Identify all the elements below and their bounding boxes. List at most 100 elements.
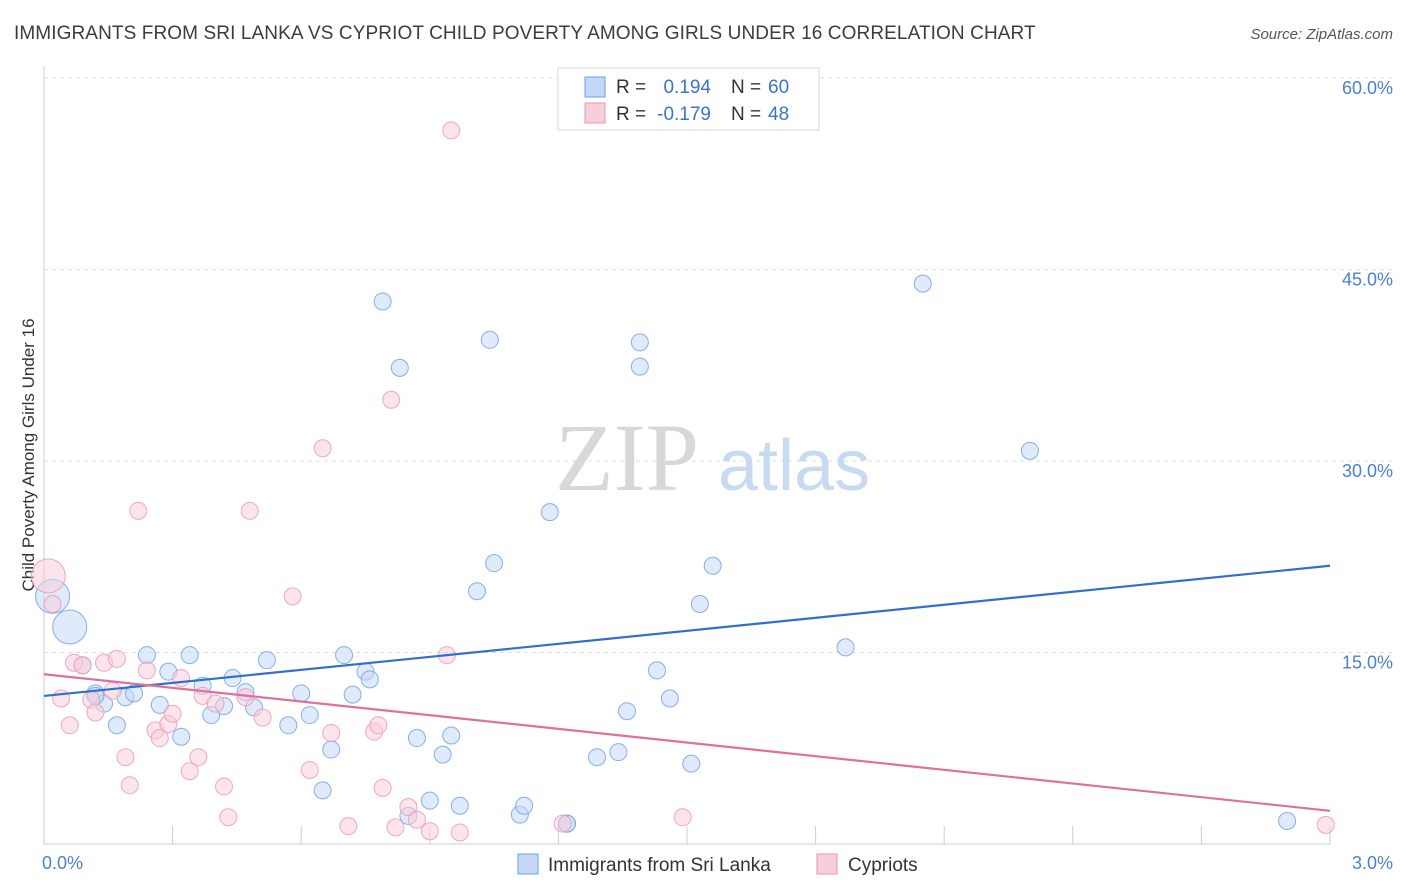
point-cypriots — [382, 390, 401, 409]
point-sri-lanka — [420, 791, 439, 810]
point-cypriots — [189, 748, 208, 767]
point-cypriots — [673, 808, 692, 827]
point-sri-lanka — [836, 638, 855, 657]
point-cypriots — [339, 817, 358, 836]
point-sri-lanka — [390, 358, 409, 377]
point-cypriots — [60, 716, 79, 735]
watermark-atlas: atlas — [718, 426, 870, 506]
point-sri-lanka — [450, 796, 469, 815]
point-sri-lanka — [373, 292, 392, 311]
point-cypriots — [313, 439, 332, 458]
point-sri-lanka — [300, 706, 319, 725]
point-sri-lanka — [292, 684, 311, 703]
point-cypriots — [300, 760, 319, 779]
bottom-swatch-cypriots — [816, 853, 838, 875]
point-sri-lanka — [913, 274, 932, 293]
chart-title: IMMIGRANTS FROM SRI LANKA VS CYPRIOT CHI… — [14, 23, 1036, 44]
point-cypriots — [240, 501, 259, 520]
point-cypriots — [120, 776, 139, 795]
legend-n-label-1: N = — [731, 77, 761, 98]
legend-n-value-2: 48 — [768, 104, 789, 125]
point-sri-lanka — [150, 695, 169, 714]
watermark-zip: ZIP — [555, 404, 699, 511]
point-sri-lanka — [407, 729, 426, 748]
point-sri-lanka — [617, 702, 636, 721]
point-sri-lanka — [1278, 812, 1297, 831]
point-cypriots — [86, 703, 105, 722]
point-cypriots — [386, 818, 405, 837]
point-cypriots — [399, 797, 418, 816]
point-cypriots — [1316, 815, 1335, 834]
trend-line-sri-lanka — [43, 564, 1331, 698]
legend-r-label-1: R = — [616, 77, 646, 98]
trend-line-cypriots — [43, 673, 1331, 812]
point-sri-lanka — [690, 595, 709, 614]
point-sri-lanka — [703, 556, 722, 575]
point-sri-lanka — [257, 651, 276, 670]
stats-legend: R = 0.194 N = 60 R = -0.179 N = 48 — [557, 67, 820, 131]
legend-r-value-2: -0.179 — [657, 104, 711, 125]
point-sri-lanka — [587, 748, 606, 767]
y-axis-label: Child Poverty Among Girls Under 16 — [19, 318, 38, 591]
bottom-swatch-sri-lanka — [517, 853, 539, 875]
point-sri-lanka — [322, 740, 341, 759]
x-tick-label: 0.0% — [42, 853, 83, 873]
legend-swatch-sri-lanka — [584, 76, 606, 98]
watermark: ZIP atlas — [555, 404, 870, 511]
point-sri-lanka — [172, 727, 191, 746]
point-sri-lanka — [107, 716, 126, 735]
point-cypriots — [219, 808, 238, 827]
bottom-legend-sri-lanka: Immigrants from Sri Lanka — [548, 855, 771, 876]
point-sri-lanka — [630, 333, 649, 352]
point-cypriots — [407, 810, 426, 829]
point-cypriots — [116, 748, 135, 767]
data-points — [30, 121, 1335, 842]
point-sri-lanka — [442, 726, 461, 745]
point-cypriots — [150, 729, 169, 748]
series-legend: Immigrants from Sri Lanka Cypriots — [517, 853, 918, 876]
trend-lines — [43, 564, 1331, 812]
point-cypriots — [442, 121, 461, 140]
point-sri-lanka — [360, 670, 379, 689]
point-cypriots — [137, 661, 156, 680]
y-tick-labels: 15.0% 30.0% 45.0% 60.0% — [1342, 78, 1393, 672]
point-cypriots — [420, 822, 439, 841]
point-sri-lanka — [609, 743, 628, 762]
point-cypriots — [553, 814, 572, 833]
legend-swatch-cypriots — [584, 102, 606, 124]
point-cypriots — [322, 723, 341, 742]
y-tick-label: 30.0% — [1342, 461, 1393, 481]
point-cypriots — [206, 694, 225, 713]
point-sri-lanka — [313, 781, 332, 800]
point-cypriots — [283, 587, 302, 606]
y-tick-label: 45.0% — [1342, 270, 1393, 290]
y-tick-label: 60.0% — [1342, 78, 1393, 98]
point-cypriots — [103, 681, 122, 700]
point-sri-lanka — [515, 796, 534, 815]
point-sri-lanka — [52, 609, 88, 645]
point-cypriots — [129, 501, 148, 520]
point-sri-lanka — [682, 754, 701, 773]
point-cypriots — [373, 778, 392, 797]
point-sri-lanka — [630, 357, 649, 376]
legend-r-label-2: R = — [616, 104, 646, 125]
point-sri-lanka — [647, 661, 666, 680]
point-sri-lanka — [467, 582, 486, 601]
point-sri-lanka — [480, 330, 499, 349]
bottom-legend-cypriots: Cypriots — [848, 855, 918, 876]
point-cypriots — [215, 777, 234, 796]
point-sri-lanka — [137, 646, 156, 665]
x-tick-label: 3.0% — [1352, 853, 1393, 873]
legend-r-value-1: 0.194 — [663, 77, 711, 98]
point-cypriots — [369, 716, 388, 735]
point-sri-lanka — [433, 745, 452, 764]
point-sri-lanka — [540, 503, 559, 522]
point-cypriots — [253, 708, 272, 727]
source-credit: Source: ZipAtlas.com — [1250, 26, 1393, 43]
point-cypriots — [43, 595, 62, 614]
point-cypriots — [73, 656, 92, 675]
point-cypriots — [450, 823, 469, 842]
legend-n-label-2: N = — [731, 104, 761, 125]
point-sri-lanka — [343, 685, 362, 704]
